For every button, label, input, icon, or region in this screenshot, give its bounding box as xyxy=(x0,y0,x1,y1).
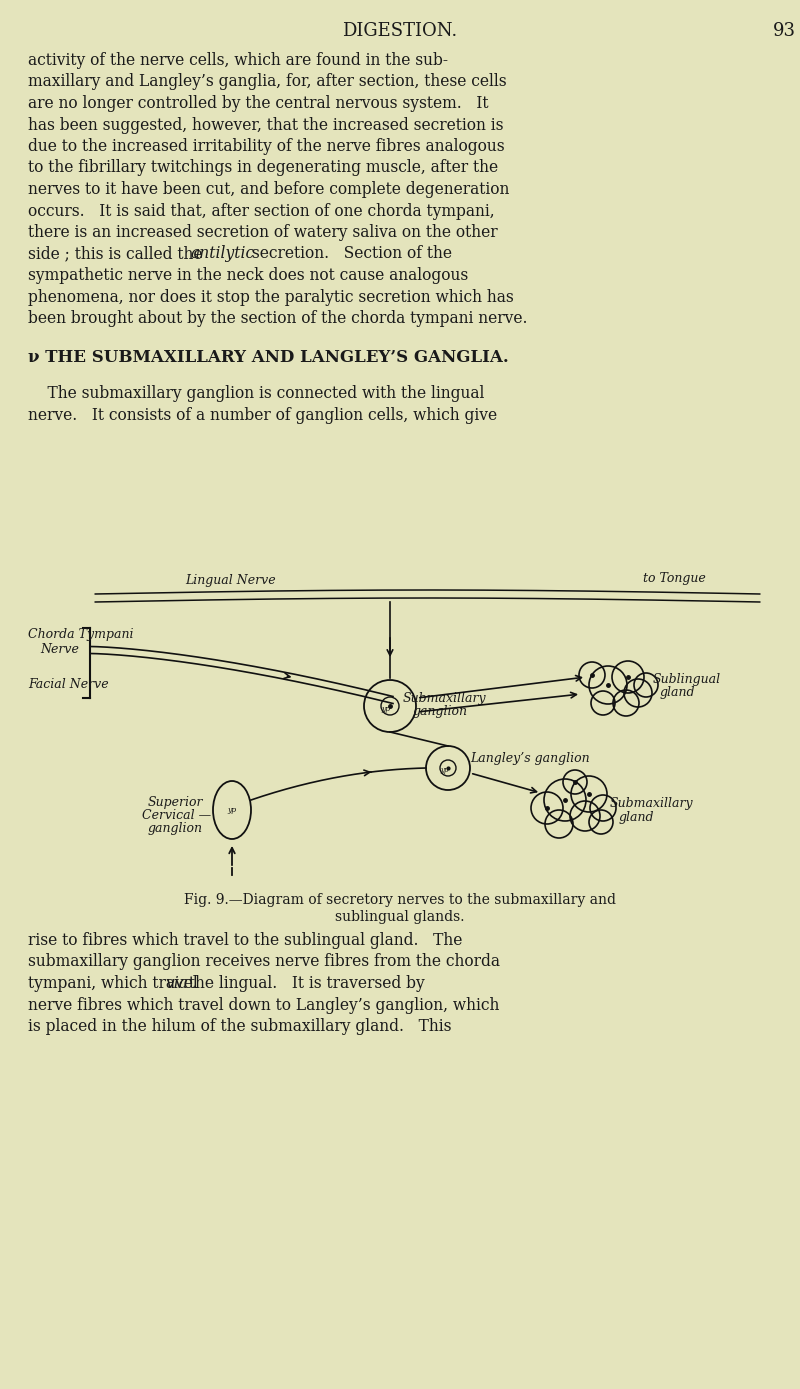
Text: ganglion: ganglion xyxy=(148,822,203,835)
Text: secretion.   Section of the: secretion. Section of the xyxy=(246,246,452,263)
Text: Superior: Superior xyxy=(148,796,203,808)
Text: activity of the nerve cells, which are found in the sub-: activity of the nerve cells, which are f… xyxy=(28,51,448,69)
Text: antilytic: antilytic xyxy=(190,246,254,263)
Text: phenomena, nor does it stop the paralytic secretion which has: phenomena, nor does it stop the paralyti… xyxy=(28,289,514,306)
Text: sympathetic nerve in the neck does not cause analogous: sympathetic nerve in the neck does not c… xyxy=(28,267,468,283)
Text: is placed in the hilum of the submaxillary gland.   This: is placed in the hilum of the submaxilla… xyxy=(28,1018,451,1035)
Text: via: via xyxy=(166,975,189,992)
Text: The submaxillary ganglion is connected with the lingual: The submaxillary ganglion is connected w… xyxy=(28,385,484,401)
Text: Fig. 9.—Diagram of secretory nerves to the submaxillary and: Fig. 9.—Diagram of secretory nerves to t… xyxy=(184,893,616,907)
Text: yp: yp xyxy=(227,806,237,814)
Text: Sublingual: Sublingual xyxy=(653,674,721,686)
Text: ν THE SUBMAXILLARY AND LANGLEY’S GANGLIA.: ν THE SUBMAXILLARY AND LANGLEY’S GANGLIA… xyxy=(28,350,509,367)
Text: due to the increased irritability of the nerve fibres analogous: due to the increased irritability of the… xyxy=(28,138,505,156)
Text: Lingual Nerve: Lingual Nerve xyxy=(185,574,276,588)
Text: maxillary and Langley’s ganglia, for, after section, these cells: maxillary and Langley’s ganglia, for, af… xyxy=(28,74,506,90)
Text: occurs.   It is said that, after section of one chorda tympani,: occurs. It is said that, after section o… xyxy=(28,203,494,219)
Text: there is an increased secretion of watery saliva on the other: there is an increased secretion of water… xyxy=(28,224,498,242)
Text: Submaxillary: Submaxillary xyxy=(403,692,486,706)
Text: Langley’s ganglion: Langley’s ganglion xyxy=(470,751,590,765)
Text: Chorda Tympani: Chorda Tympani xyxy=(28,628,134,640)
Text: sublingual glands.: sublingual glands. xyxy=(335,910,465,924)
Text: Nerve: Nerve xyxy=(40,643,79,656)
Text: tympani, which travel: tympani, which travel xyxy=(28,975,202,992)
Text: ganglion: ganglion xyxy=(413,706,468,718)
Text: rise to fibres which travel to the sublingual gland.   The: rise to fibres which travel to the subli… xyxy=(28,932,462,949)
Text: nerves to it have been cut, and before complete degeneration: nerves to it have been cut, and before c… xyxy=(28,181,510,199)
Text: to Tongue: to Tongue xyxy=(643,572,706,585)
Text: Submaxillary: Submaxillary xyxy=(610,797,694,810)
Text: has been suggested, however, that the increased secretion is: has been suggested, however, that the in… xyxy=(28,117,503,133)
Text: the lingual.   It is traversed by: the lingual. It is traversed by xyxy=(184,975,425,992)
Text: gland: gland xyxy=(660,686,695,699)
Text: are no longer controlled by the central nervous system.   It: are no longer controlled by the central … xyxy=(28,94,489,113)
Text: 93: 93 xyxy=(773,22,796,40)
Text: yp: yp xyxy=(441,765,450,774)
Text: yp: yp xyxy=(382,706,390,713)
Text: Facial Nerve: Facial Nerve xyxy=(28,678,109,690)
Text: gland: gland xyxy=(619,811,654,824)
Text: DIGESTION.: DIGESTION. xyxy=(342,22,458,40)
Text: submaxillary ganglion receives nerve fibres from the chorda: submaxillary ganglion receives nerve fib… xyxy=(28,953,500,971)
Text: to the fibrillary twitchings in degenerating muscle, after the: to the fibrillary twitchings in degenera… xyxy=(28,160,498,176)
Text: nerve fibres which travel down to Langley’s ganglion, which: nerve fibres which travel down to Langle… xyxy=(28,996,499,1014)
Text: Cervical —: Cervical — xyxy=(142,808,211,822)
Text: been brought about by the section of the chorda tympani nerve.: been brought about by the section of the… xyxy=(28,310,527,326)
Text: nerve.   It consists of a number of ganglion cells, which give: nerve. It consists of a number of gangli… xyxy=(28,407,497,424)
Text: side ; this is called the: side ; this is called the xyxy=(28,246,207,263)
